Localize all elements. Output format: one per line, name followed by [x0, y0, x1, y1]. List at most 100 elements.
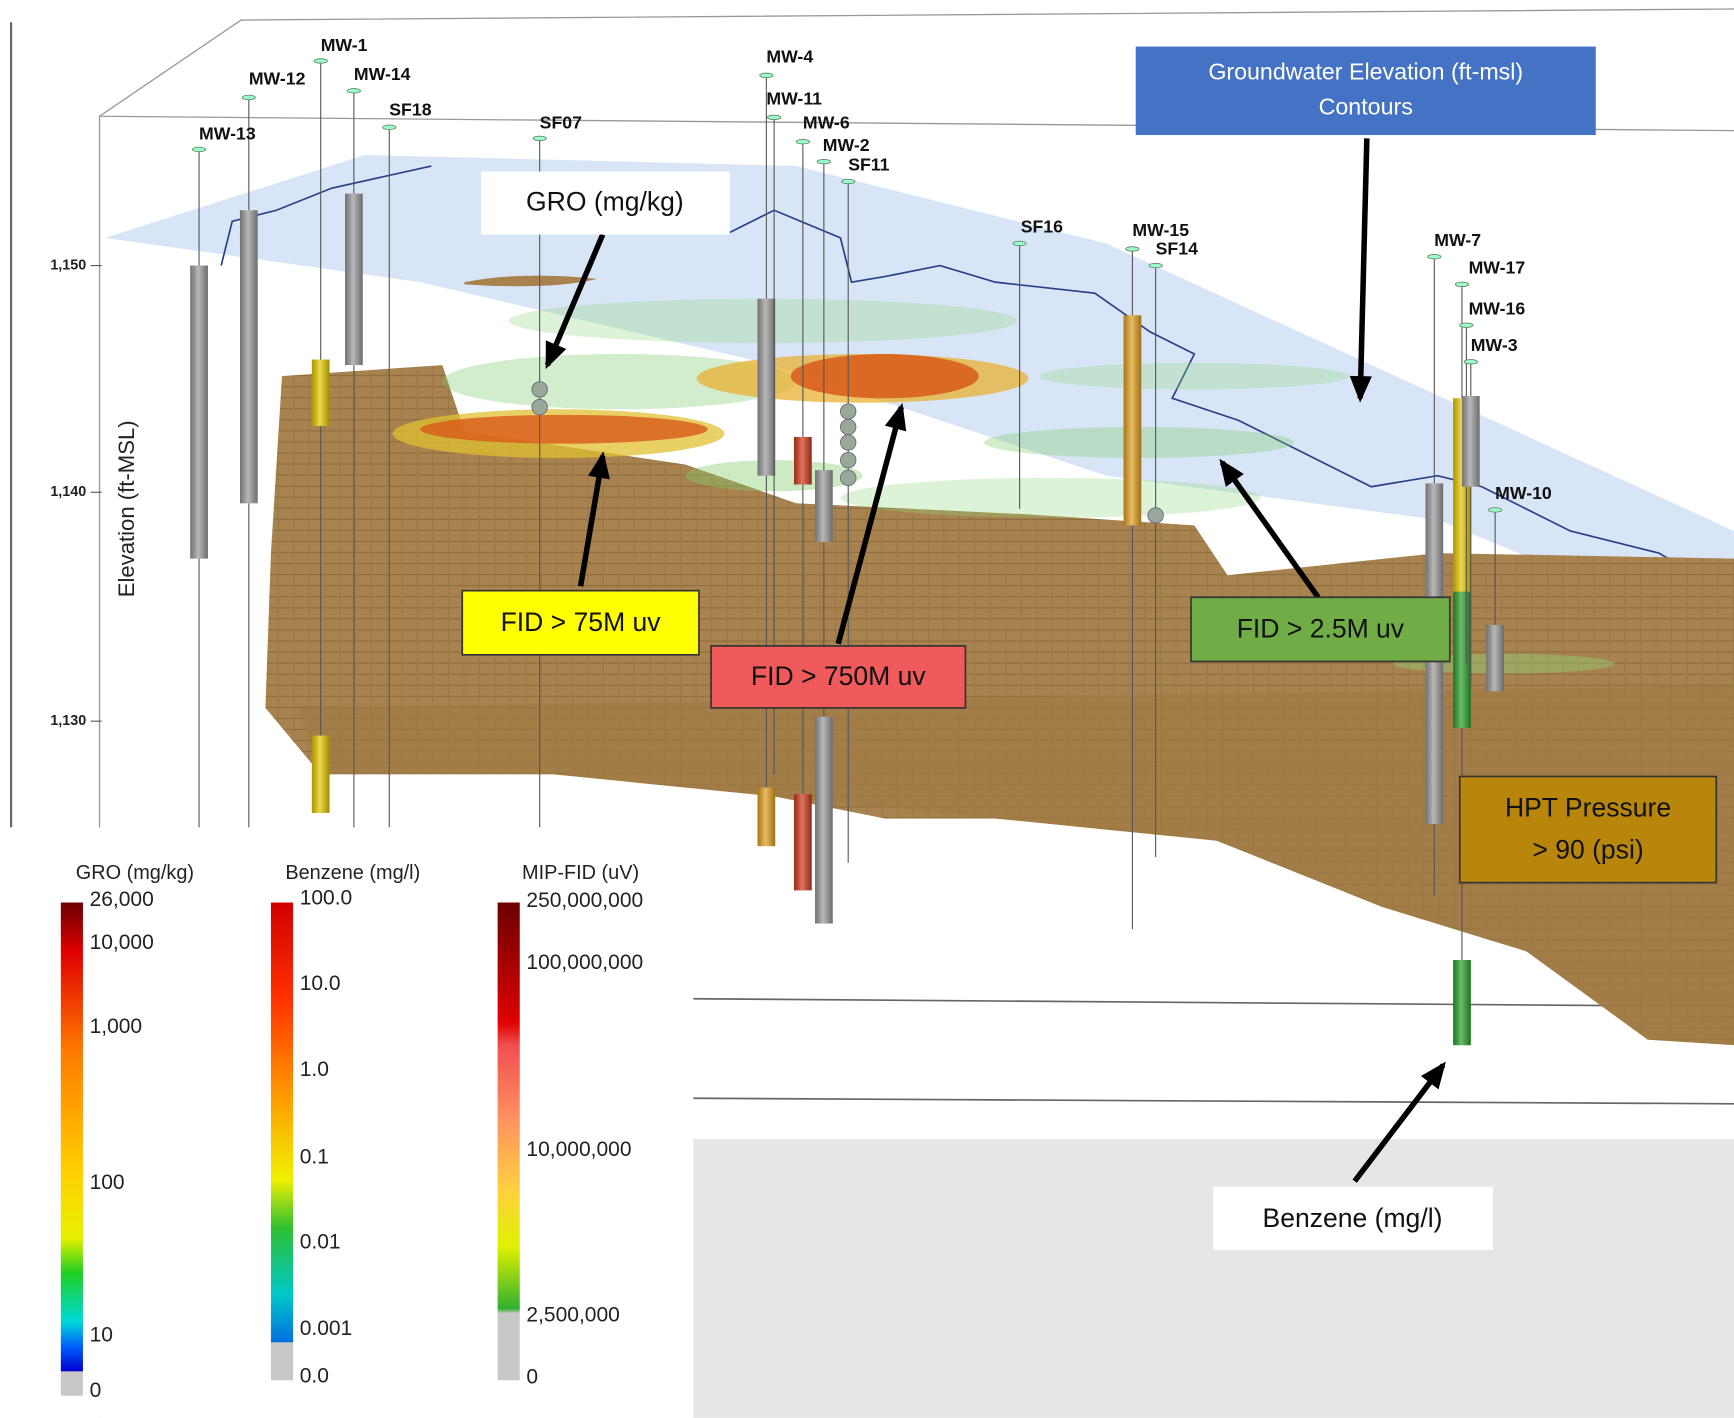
well-cap [817, 159, 830, 163]
legend-label: 10,000,000 [526, 1138, 631, 1161]
legend-title: Benzene (mg/l) [285, 862, 420, 884]
well-interval-shade [240, 210, 258, 503]
well-cap [347, 89, 360, 93]
well-interval-shade [345, 194, 363, 365]
legend-label: 0.001 [300, 1317, 353, 1340]
well-label: MW-12 [249, 68, 306, 88]
well-label: MW-2 [823, 135, 870, 155]
callout-text: Benzene (mg/l) [1263, 1203, 1443, 1233]
legend-label: 10 [90, 1324, 113, 1347]
legend-label: 2,500,000 [526, 1304, 619, 1327]
well-label: MW-3 [1471, 335, 1518, 355]
legend-label: 100.0 [300, 887, 353, 910]
well-cap [1460, 323, 1473, 327]
legend-label: 10,000 [90, 931, 154, 954]
sample-sphere [840, 419, 855, 434]
sample-sphere [840, 452, 855, 467]
well-cap [1428, 254, 1441, 258]
elevation-tick-label: 1,150 [50, 257, 86, 273]
well-cap [383, 125, 396, 129]
legend-label: 100 [90, 1171, 125, 1194]
well-label: MW-13 [199, 124, 256, 144]
sample-sphere [532, 382, 547, 397]
well-cap [1126, 247, 1139, 251]
well-label: MW-17 [1469, 258, 1526, 278]
legend-label: 26,000 [90, 888, 154, 911]
well-cap [1488, 508, 1501, 512]
well-cap [314, 59, 327, 63]
well-label: MW-6 [803, 113, 850, 133]
callout-text: > 90 (psi) [1532, 835, 1643, 865]
plume-fid-low [1040, 363, 1350, 390]
elevation-tick-label: 1,130 [50, 713, 86, 729]
legend-label: 0.1 [300, 1146, 329, 1169]
legend-label: 10.0 [300, 972, 341, 995]
well-label: SF14 [1156, 239, 1198, 259]
legend-label: 0 [90, 1379, 102, 1402]
well-label: MW-16 [1469, 298, 1526, 318]
well-cap [1013, 241, 1026, 245]
well-interval-shade [758, 788, 776, 847]
sample-sphere [1148, 508, 1163, 523]
well-interval-shade [1486, 625, 1504, 691]
floor-backdrop [693, 1139, 1734, 1418]
legend-colorbar [61, 903, 83, 1396]
well-interval-shade [1453, 960, 1471, 1045]
legend-label: 1,000 [90, 1015, 143, 1038]
callout-text: Groundwater Elevation (ft-msl) [1208, 58, 1523, 84]
legend-label: 0 [526, 1366, 538, 1389]
plume-fid-high [791, 354, 979, 398]
legend-colorbar [498, 903, 520, 1381]
well-interval-shade [1462, 396, 1480, 487]
well-label: SF07 [540, 113, 582, 133]
well-label: MW-1 [321, 35, 368, 55]
well-label: MW-11 [766, 88, 822, 108]
sample-sphere [532, 399, 547, 414]
scene-shapes [0, 9, 1734, 1418]
well-cap [796, 139, 809, 143]
callout-text: Contours [1319, 94, 1413, 120]
well-cap [842, 179, 855, 183]
frame-line [693, 999, 1734, 1007]
callout-text: FID > 750M uv [751, 661, 926, 691]
plume-fid-high [420, 415, 708, 444]
well-cap [1464, 360, 1477, 364]
callout-text: FID > 2.5M uv [1237, 613, 1405, 643]
sample-sphere [840, 470, 855, 485]
well-label: SF11 [848, 155, 889, 175]
scene-view: MW-1 MW-12 MW-14 MW-13 SF18 SF07 MW-4 MW-11 MW-6… [0, 0, 1734, 1418]
well-interval-shade [1124, 315, 1142, 525]
axis-title: Elevation (ft-MSL) [114, 420, 139, 597]
plume-fid-low [840, 478, 1260, 518]
well-label: MW-15 [1132, 220, 1189, 240]
callout-text: GRO (mg/kg) [526, 187, 684, 217]
well-cap [1149, 263, 1162, 267]
well-label: MW-10 [1495, 483, 1552, 503]
legend-title: GRO (mg/kg) [76, 862, 194, 884]
well-interval-shade [312, 736, 330, 813]
callout-text: HPT Pressure [1505, 793, 1671, 823]
page: {"scene": {"axis_label": "Elevation (ft-… [0, 0, 1734, 1418]
well-interval-shade [758, 299, 776, 476]
legend-label: 0.0 [300, 1364, 329, 1387]
well-cap [760, 73, 773, 77]
legend-colorbar [271, 903, 293, 1381]
legend-label: 0.01 [300, 1231, 341, 1254]
elevation-tick-label: 1,140 [50, 484, 86, 500]
well-cap [192, 147, 205, 151]
well-label: MW-4 [766, 46, 813, 66]
callout-text: FID > 75M uv [501, 607, 662, 637]
well-label: MW-14 [354, 64, 411, 84]
well-interval-shade [1453, 592, 1471, 728]
well-cap [767, 115, 780, 119]
well-interval-shade [794, 437, 812, 485]
callout-arrow [1360, 138, 1367, 398]
well-label: MW-7 [1434, 230, 1481, 250]
well-interval-shade [190, 266, 208, 559]
well-label: SF16 [1021, 217, 1063, 237]
well-label: SF18 [389, 99, 431, 119]
legend-label: 250,000,000 [526, 889, 643, 912]
well-interval-shade [794, 794, 812, 890]
frame-line [693, 1098, 1734, 1104]
well-cap [533, 136, 546, 140]
